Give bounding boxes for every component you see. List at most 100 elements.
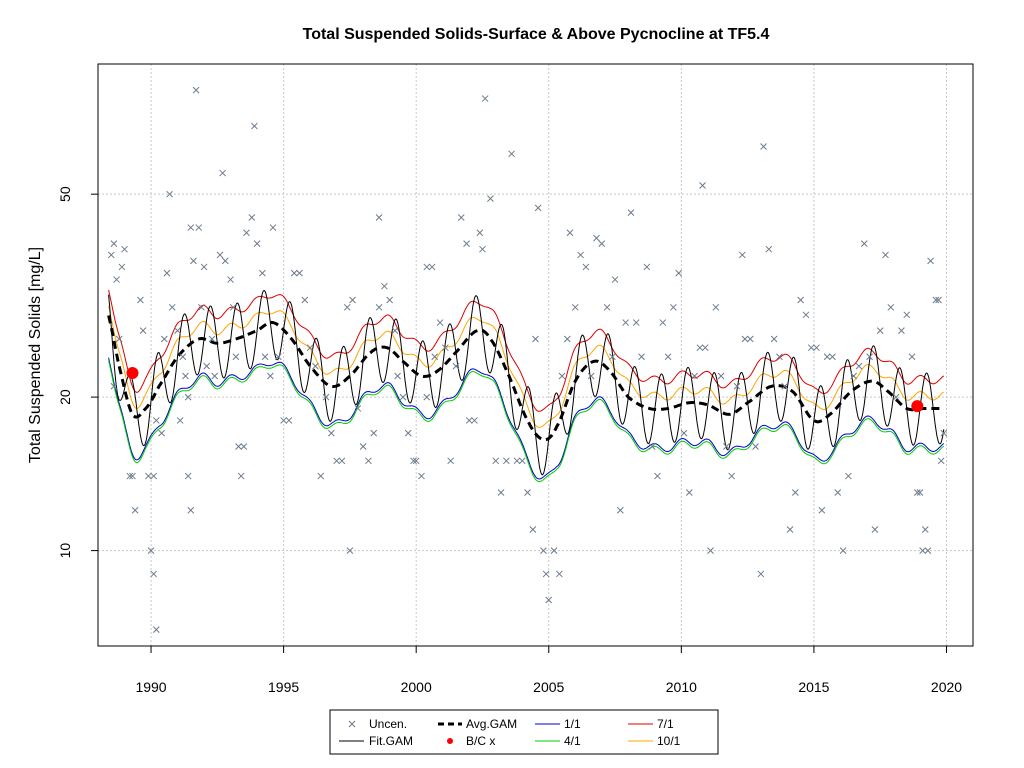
uncensored-points (107, 86, 948, 633)
data-point-uncen (685, 489, 693, 496)
data-point-uncen (632, 319, 640, 326)
data-point-uncen (622, 319, 630, 326)
data-point-uncen (248, 214, 256, 221)
legend-item-bc: B/C x (447, 734, 495, 748)
data-point-uncen (259, 269, 266, 277)
data-point-uncen (269, 224, 277, 231)
data-point-uncen (121, 245, 128, 253)
fit-gam-line (108, 289, 945, 476)
data-point-uncen (529, 526, 537, 533)
data-point-uncen (717, 372, 725, 380)
data-point-uncen (834, 489, 842, 496)
data-point-uncen (147, 547, 155, 554)
data-point-uncen (243, 229, 250, 237)
data-point-uncen (919, 547, 926, 554)
data-point-uncen (375, 214, 383, 221)
data-point-uncen (728, 472, 736, 480)
data-point-uncen (182, 372, 189, 380)
data-point-uncen (680, 429, 688, 437)
data-point-uncen (386, 296, 394, 304)
data-point-uncen (781, 382, 789, 390)
data-point-uncen (699, 182, 706, 189)
data-point-uncen (776, 353, 783, 361)
data-point-uncen (457, 214, 465, 221)
data-point-uncen (492, 457, 500, 465)
data-point-uncen (274, 353, 282, 361)
data-point-uncen (410, 457, 417, 465)
data-point-uncen (232, 353, 240, 361)
data-point-uncen (150, 570, 158, 578)
data-point-uncen (261, 353, 269, 361)
data-point-uncen (365, 457, 372, 465)
data-point-uncen (903, 311, 911, 319)
data-point-uncen (738, 251, 746, 259)
data-point-uncen (441, 344, 449, 352)
data-point-uncen (807, 344, 815, 352)
data-point-uncen (524, 489, 531, 496)
data-point-uncen (346, 547, 354, 554)
x-tick-label: 2005 (533, 679, 564, 695)
data-point-uncen (648, 443, 656, 450)
data-point-uncen (240, 443, 248, 450)
data-point-uncen (556, 570, 563, 578)
data-point-uncen (760, 143, 767, 150)
data-point-uncen (786, 526, 794, 533)
data-point-uncen (566, 229, 574, 237)
legend-label-bc: B/C x (466, 734, 495, 748)
quantile-line-q101 (108, 306, 945, 428)
data-point-uncen (598, 240, 606, 247)
data-point-uncen (850, 372, 858, 380)
data-point-uncen (839, 547, 847, 554)
data-point-uncen (707, 547, 714, 554)
x-tick-label: 1995 (268, 679, 299, 695)
data-point-uncen (927, 257, 934, 265)
data-point-uncen (176, 417, 184, 424)
data-point-uncen (733, 382, 741, 390)
data-point-uncen (152, 417, 160, 424)
data-point-uncen (184, 472, 192, 480)
series-layer (107, 289, 945, 483)
data-point-uncen (227, 276, 234, 283)
data-point-uncen (190, 257, 197, 265)
data-point-uncen (251, 122, 258, 130)
data-point-uncen (327, 429, 335, 437)
data-point-uncen (908, 353, 916, 361)
data-point-uncen (791, 489, 799, 496)
data-point-uncen (550, 547, 558, 554)
data-point-uncen (428, 263, 436, 271)
legend-item-q101: 10/1 (628, 734, 681, 748)
data-point-uncen (150, 472, 158, 480)
data-point-uncen (765, 245, 773, 253)
data-point-uncen (168, 303, 176, 311)
data-point-uncen (137, 296, 144, 304)
bc-marker (126, 366, 139, 379)
data-point-uncen (860, 240, 868, 247)
data-point-uncen (770, 335, 778, 343)
x-tick-label: 2010 (666, 679, 697, 695)
data-point-uncen (563, 335, 571, 343)
data-point-uncen (423, 393, 431, 401)
data-point-uncen (465, 417, 473, 424)
data-point-uncen (887, 303, 895, 311)
legend-label-avg: Avg.GAM (466, 717, 517, 731)
data-point-uncen (200, 263, 208, 271)
data-point-uncen (221, 257, 229, 265)
legend-item-q11: 1/1 (535, 717, 581, 731)
legend-item-avg: Avg.GAM (438, 717, 517, 731)
data-point-uncen (235, 443, 242, 450)
data-point-uncen (110, 240, 118, 247)
quantile-line-q41 (108, 360, 945, 483)
data-point-uncen (322, 393, 330, 401)
data-point-uncen (184, 393, 192, 401)
data-point-uncen (163, 269, 171, 277)
data-point-uncen (746, 335, 754, 343)
data-point-uncen (723, 443, 730, 450)
data-point-uncen (532, 335, 539, 343)
data-point-uncen (691, 372, 698, 380)
data-point-uncen (823, 353, 831, 361)
data-point-uncen (593, 234, 600, 242)
data-point-uncen (166, 190, 173, 198)
data-point-uncen (513, 457, 521, 465)
data-point-uncen (211, 372, 219, 380)
data-point-uncen (296, 269, 303, 277)
